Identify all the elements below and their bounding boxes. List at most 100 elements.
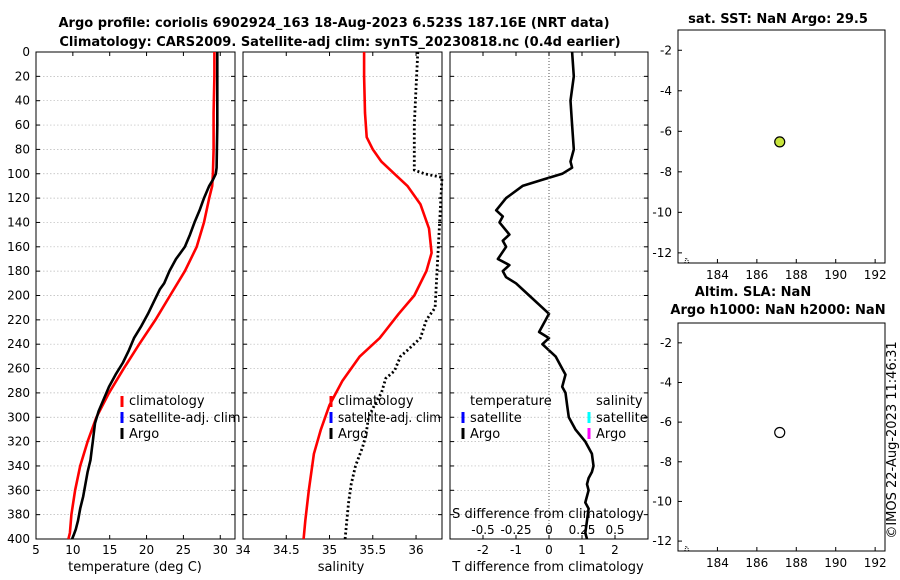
diff-xtick-label-1: 1 bbox=[578, 543, 586, 557]
sla-map-ytick-label--12: -12 bbox=[652, 534, 672, 548]
temp-xtick-label-30: 30 bbox=[213, 543, 228, 557]
sal-legend-satellite-adj-label: satellite-adj. clim bbox=[338, 411, 441, 426]
temp-ytick-label-240: 240 bbox=[7, 337, 30, 351]
sst-map-ytick-label--6: -6 bbox=[660, 124, 672, 138]
sal-xtick-label-34.5: 34.5 bbox=[273, 543, 300, 557]
s-difference-ticks: -0.5 -0.25 0 0.25 0.5 bbox=[471, 523, 625, 539]
sla-map-xtick-label-188: 188 bbox=[785, 556, 808, 570]
sst-map-ytick-label--10: -10 bbox=[652, 205, 672, 219]
sal-xtick-label-35.5: 35.5 bbox=[359, 543, 386, 557]
legend-temperature-header: temperature bbox=[470, 394, 552, 409]
temp-series-climatology bbox=[67, 52, 216, 540]
title-line1: Argo profile: coriolis 6902924_163 18-Au… bbox=[58, 16, 609, 31]
sst-map-panel: 184 186 188 190 192 -2 -4 -6 -8 -10 -12 bbox=[652, 29, 887, 282]
temp-ytick-label-220: 220 bbox=[7, 313, 30, 327]
sal-series-argo bbox=[343, 51, 444, 540]
sla-map-title-line1: Altim. SLA: NaN bbox=[695, 285, 811, 300]
difference-panel: -2 -1 0 1 2 -0.5 -0.25 0 0.25 0.5 S difference f… bbox=[449, 51, 649, 575]
sla-map-ticks: 184 186 188 190 192 -2 -4 -6 -8 -10 -12 bbox=[652, 336, 886, 570]
s-xtick-label-0.5: 0.5 bbox=[605, 523, 624, 537]
temp-xtick-label-5: 5 bbox=[32, 543, 40, 557]
diff-xtick-label-2: 2 bbox=[611, 543, 619, 557]
s-xtick-label-0: 0 bbox=[545, 523, 553, 537]
difference-legend: temperature salinity satellite Argo sate… bbox=[461, 394, 648, 442]
sla-map-xtick-label-186: 186 bbox=[745, 556, 768, 570]
sst-map-xtick-label-192: 192 bbox=[864, 268, 887, 282]
temp-ytick-label-140: 140 bbox=[7, 215, 30, 229]
temp-ytick-label-280: 280 bbox=[7, 386, 30, 400]
sla-map-ytick-label--10: -10 bbox=[652, 494, 672, 508]
sal-xtick-label-35: 35 bbox=[322, 543, 337, 557]
temp-xtick-label-25: 25 bbox=[176, 543, 191, 557]
sst-map-ytick-label--8: -8 bbox=[660, 165, 672, 179]
sst-map-title: sat. SST: NaN Argo: 29.5 bbox=[688, 12, 868, 27]
temp-ytick-label-160: 160 bbox=[7, 240, 30, 254]
temp-ytick-label-360: 360 bbox=[7, 483, 30, 497]
difference-ticks: -2 -1 0 1 2 bbox=[450, 51, 648, 557]
title-line2: Climatology: CARS2009. Satellite-adj cli… bbox=[59, 35, 620, 50]
sla-map-marks bbox=[684, 426, 786, 552]
temp-xtick-label-10: 10 bbox=[65, 543, 80, 557]
sla-map-ytick-label--8: -8 bbox=[660, 455, 672, 469]
temp-ytick-label-100: 100 bbox=[7, 167, 30, 181]
temp-ytick-label-400: 400 bbox=[7, 532, 30, 546]
sst-map-ticks: 184 186 188 190 192 -2 -4 -6 -8 -10 -12 bbox=[652, 43, 886, 282]
sst-map-xtick-label-188: 188 bbox=[785, 268, 808, 282]
difference-xlabel: T difference from climatology bbox=[451, 560, 644, 575]
sst-map-ytick-label--2: -2 bbox=[660, 43, 672, 57]
temp-ytick-label-80: 80 bbox=[15, 142, 30, 156]
sla-map-xtick-label-192: 192 bbox=[864, 556, 887, 570]
sal-xtick-label-34: 34 bbox=[235, 543, 250, 557]
sla-map-argo-point-0 bbox=[774, 426, 786, 439]
salinity-panel: 34 34.5 35 35.5 36 salinity climatology sate… bbox=[235, 51, 444, 575]
diff-xtick-label--1: -1 bbox=[510, 543, 522, 557]
salinity-ticks: 34 34.5 35 35.5 36 bbox=[235, 51, 442, 557]
sst-map-marks bbox=[684, 136, 786, 264]
legend-s-argo-label: Argo bbox=[596, 427, 626, 442]
temp-ytick-label-0: 0 bbox=[22, 45, 30, 59]
sla-map-coastline bbox=[684, 545, 690, 552]
legend-argo-label: Argo bbox=[129, 427, 159, 442]
legend-t-argo-label: Argo bbox=[470, 427, 500, 442]
temperature-xlabel: temperature (deg C) bbox=[68, 560, 202, 575]
temp-ytick-label-120: 120 bbox=[7, 191, 30, 205]
temp-ytick-label-340: 340 bbox=[7, 459, 30, 473]
diff-xtick-label--2: -2 bbox=[477, 543, 489, 557]
s-xtick-label-0.25: 0.25 bbox=[569, 523, 596, 537]
sla-map-xtick-label-184: 184 bbox=[706, 556, 729, 570]
temp-xtick-label-15: 15 bbox=[102, 543, 117, 557]
sst-map-ytick-label--12: -12 bbox=[652, 246, 672, 260]
salinity-grid bbox=[243, 75, 442, 516]
temperature-panel: 5 10 15 20 25 3002040608010012014016018020022… bbox=[7, 45, 241, 575]
legend-satellite-adj-label: satellite-adj. clim bbox=[129, 411, 241, 426]
sla-map-ytick-label--6: -6 bbox=[660, 415, 672, 429]
temp-ytick-label-300: 300 bbox=[7, 410, 30, 424]
sla-map-ytick-label--2: -2 bbox=[660, 336, 672, 350]
temperature-series bbox=[67, 52, 219, 540]
s-xtick-label--0.5: -0.5 bbox=[471, 523, 494, 537]
temp-ytick-label-260: 260 bbox=[7, 362, 30, 376]
s-diff-title: S difference from climatology bbox=[452, 507, 644, 522]
sla-map-ytick-label--4: -4 bbox=[660, 375, 672, 389]
sst-map-coastline bbox=[684, 256, 690, 264]
temp-ytick-label-40: 40 bbox=[15, 94, 30, 108]
legend-s-satellite-label: satellite bbox=[596, 411, 648, 426]
temperature-grid bbox=[36, 75, 235, 516]
temp-ytick-label-60: 60 bbox=[15, 118, 30, 132]
sal-series-climatology bbox=[302, 52, 433, 540]
sla-map-title-line2: Argo h1000: NaN h2000: NaN bbox=[670, 303, 885, 318]
salinity-series bbox=[302, 51, 444, 540]
temperature-legend: climatology satellite-adj. clim Argo bbox=[120, 394, 241, 442]
temp-ytick-label-20: 20 bbox=[15, 69, 30, 83]
diff-xtick-label-0: 0 bbox=[545, 543, 553, 557]
sst-map-argo-point-0 bbox=[774, 136, 786, 148]
sal-xtick-label-36: 36 bbox=[408, 543, 423, 557]
legend-t-satellite-label: satellite bbox=[470, 411, 522, 426]
sla-map-xtick-label-190: 190 bbox=[824, 556, 847, 570]
temp-ytick-label-320: 320 bbox=[7, 435, 30, 449]
sal-legend-argo-label: Argo bbox=[338, 427, 368, 442]
temp-ytick-label-200: 200 bbox=[7, 289, 30, 303]
sst-map-xtick-label-186: 186 bbox=[745, 268, 768, 282]
timestamp: ©IMOS 22-Aug-2023 11:46:31 bbox=[885, 341, 900, 538]
